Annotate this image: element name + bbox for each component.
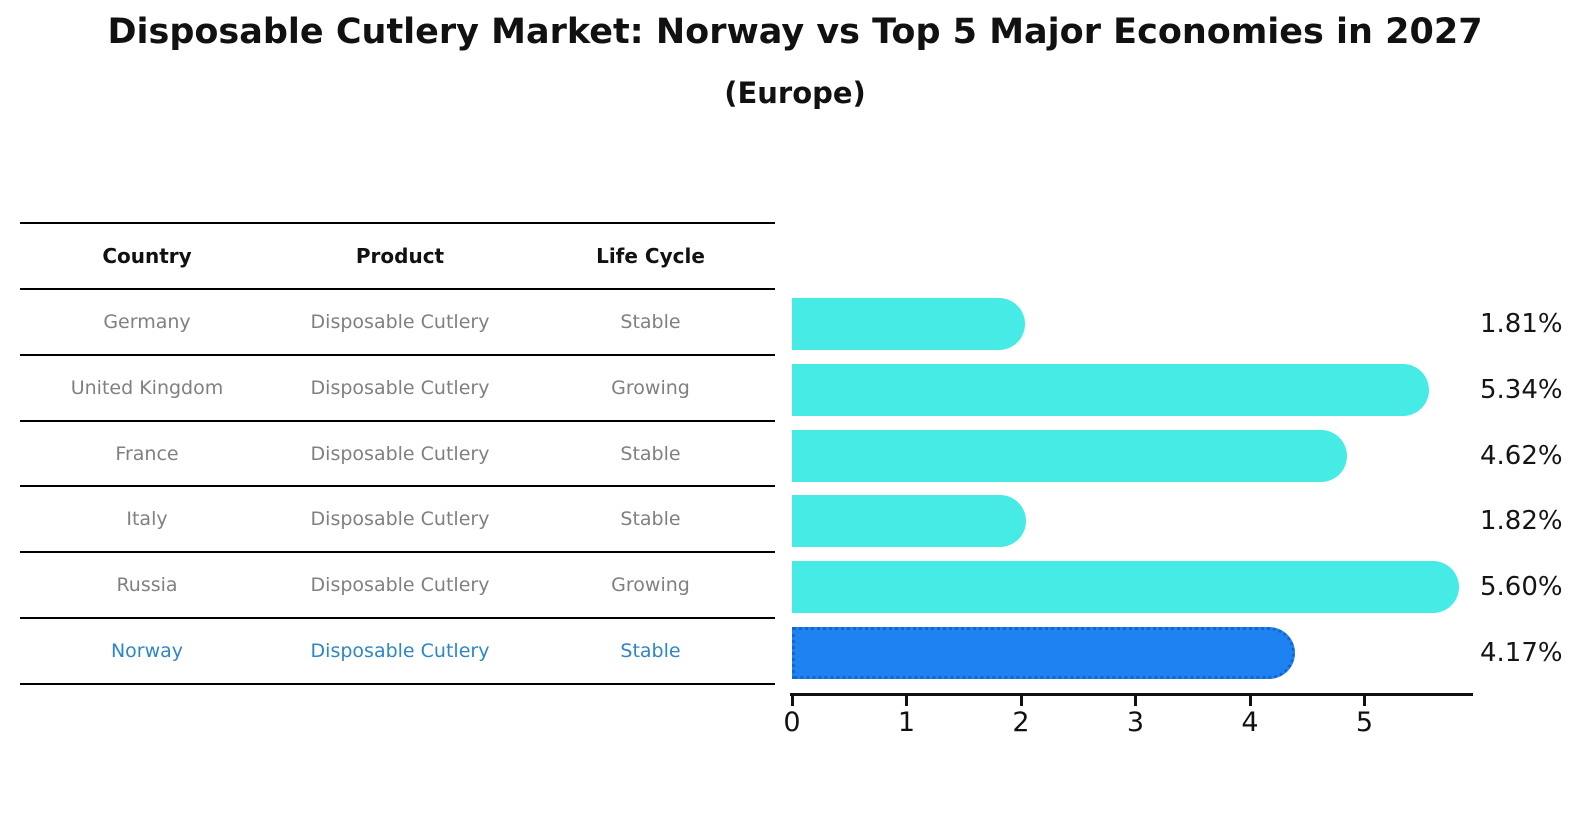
x-tick-3 [1134,696,1137,706]
header-cell-product: Product [355,244,445,268]
x-tick-2 [1019,696,1023,706]
header-cell-country: Country [102,244,192,268]
cell-country: Norway [110,640,184,663]
value-label-norway: 4.17% [1480,638,1563,669]
cell-product: Disposable Cutlery [310,442,490,465]
cell-life-cycle: Stable [620,640,681,663]
x-tick-label-1: 1 [897,707,916,738]
cell-country: Russia [116,574,178,597]
x-tick-label-0: 0 [783,707,801,738]
cell-country: France [115,442,179,465]
x-tick-label-3: 3 [1126,707,1145,738]
cell-product: Disposable Cutlery [310,574,490,597]
cell-life-cycle: Growing [611,574,690,597]
cell-life-cycle: Growing [611,376,690,399]
x-tick-label-2: 2 [1012,707,1030,738]
page-subtitle: (Europe) [724,76,866,110]
value-label-italy: 1.82% [1480,506,1563,537]
value-label-germany: 1.81% [1480,309,1563,339]
comparison-table: Country Product Life Cycle Germany Dispos… [20,222,775,685]
table-row-italy: Italy Disposable Cutlery Stable [20,487,775,554]
cell-product: Disposable Cutlery [310,640,490,663]
bar-norway [792,627,1296,680]
page-title: Disposable Cutlery Market: Norway vs Top… [107,12,1483,52]
cell-product: Disposable Cutlery [310,508,490,531]
table-row-france: France Disposable Cutlery Stable [20,422,775,488]
cell-life-cycle: Stable [620,442,681,465]
table-row-norway: Norway Disposable Cutlery Stable [20,619,775,685]
bar-united-kingdom [792,363,1430,416]
x-tick-5 [1363,696,1366,706]
bar-france [792,429,1347,482]
x-axis-line [790,693,1473,696]
cell-life-cycle: Stable [620,508,681,531]
x-tick-label-4: 4 [1241,707,1259,738]
header-cell-life-cycle: Life Cycle [596,244,705,268]
value-label-russia: 5.60% [1480,572,1563,603]
x-tick-0 [790,696,794,706]
value-label-united-kingdom: 5.34% [1480,374,1563,405]
cell-country: Germany [103,310,191,333]
bar-germany [792,298,1026,350]
cell-product: Disposable Cutlery [310,376,490,399]
table-body: Germany Disposable Cutlery Stable United Ki… [20,290,775,685]
bar-italy [792,495,1027,548]
table-row-russia: Russia Disposable Cutlery Growing [20,553,775,620]
x-tick-1 [905,696,908,706]
table-row-united-kingdom: United Kingdom Disposable Cutlery Growing [20,356,775,422]
cell-product: Disposable Cutlery [310,310,490,333]
x-tick-label-5: 5 [1355,707,1374,738]
bar-russia [792,561,1460,614]
table-header-row: Country Product Life Cycle [20,224,775,290]
x-tick-4 [1248,696,1252,706]
cell-country: United Kingdom [70,376,224,399]
table-row-germany: Germany Disposable Cutlery Stable [20,290,775,356]
cell-life-cycle: Stable [620,310,681,333]
value-label-france: 4.62% [1480,440,1563,471]
cell-country: Italy [126,508,168,531]
